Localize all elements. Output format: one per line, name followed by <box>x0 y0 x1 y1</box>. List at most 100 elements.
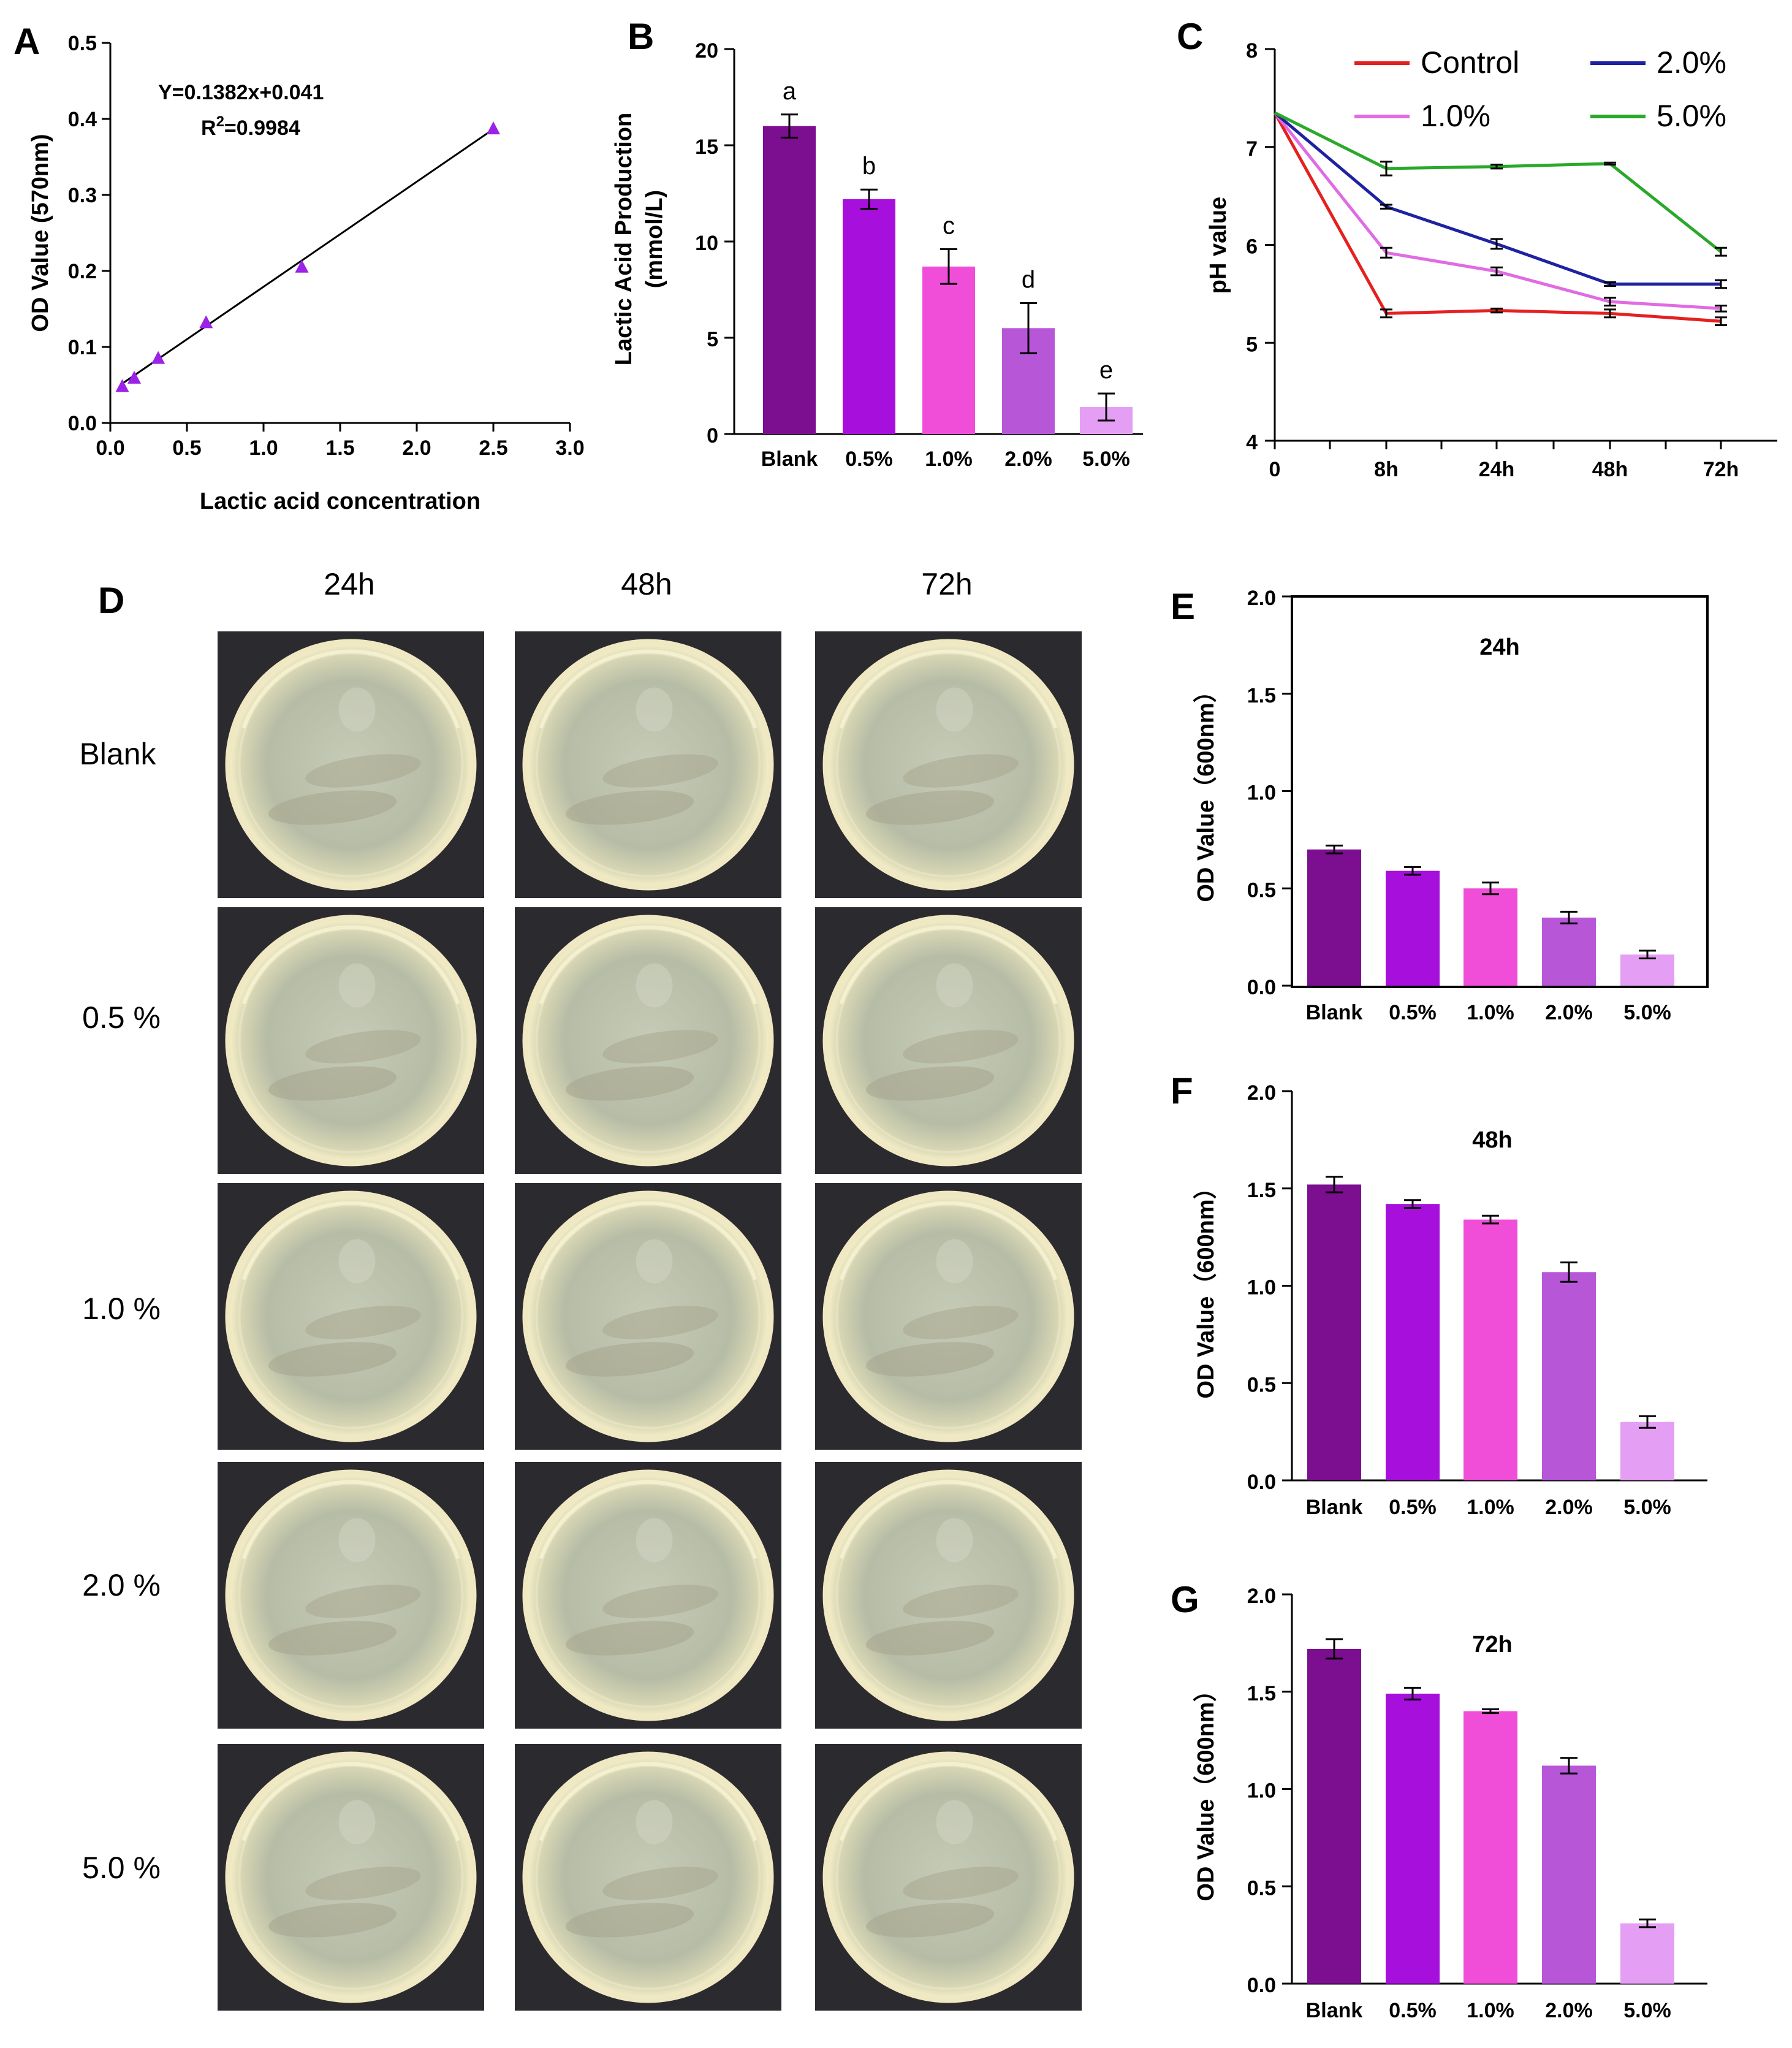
chart-f-title: 48h <box>1472 1127 1512 1153</box>
plate-row-label-5-0: 5.0 % <box>82 1851 161 1885</box>
plate-highlight <box>539 649 757 729</box>
plate-reflection <box>338 963 376 1008</box>
chart-e: 0.0 0.5 1.0 1.5 2.0 Blank 0.5% 1.0% 2.0% 5.0% 24… <box>1193 587 1709 1024</box>
plate-reflection <box>566 790 694 825</box>
chart-a-x-tick-label: 0.5 <box>172 436 201 460</box>
chart-b-bars: a Blank b 0.5% c 1.0% d 2.0% e 5.0% <box>761 78 1133 471</box>
chart-f-y-label: OD Value（600nm） <box>1193 1176 1219 1398</box>
chart-b-x-tick-label: 0.5% <box>845 447 893 471</box>
chart-c-y-ticks: 4 5 6 7 8 <box>1246 39 1275 454</box>
chart-f-x-tick-label: 2.0% <box>1545 1496 1593 1519</box>
chart-b-y-tick-label: 20 <box>695 39 718 63</box>
chart-a-y-label: OD Value (570nm) <box>28 134 53 332</box>
chart-a-r2: R2=0.9984 <box>201 113 300 140</box>
chart-b-significance-letter: b <box>862 153 876 180</box>
plate-reflection <box>338 687 376 732</box>
chart-f-bar <box>1542 1272 1596 1480</box>
plate-highlight <box>839 1762 1058 1841</box>
chart-b-y-ticks: 0 5 10 15 20 <box>695 39 734 447</box>
plate-reflection <box>636 1800 673 1844</box>
plate-reflection <box>936 963 973 1008</box>
chart-c-y-tick-label: 4 <box>1246 431 1258 454</box>
chart-b: 0 5 10 15 20 a Blank b 0.5% c 1.0% d 2.0% e 5.0% Lact… <box>611 39 1143 471</box>
chart-e-x-tick-label: 1.0% <box>1467 1001 1514 1024</box>
plate-reflection <box>866 1066 994 1101</box>
chart-c-legend-label: 5.0% <box>1657 99 1726 133</box>
chart-c-series-line <box>1273 112 1722 323</box>
chart-c-x-tick-label: 24h <box>1479 458 1515 481</box>
chart-c-y-label: pH value <box>1205 197 1231 294</box>
plate-highlight <box>539 1201 757 1281</box>
plate-highlight <box>839 925 1058 1005</box>
plate-time-label-24h: 24h <box>324 567 374 601</box>
chart-e-y-ticks: 0.0 0.5 1.0 1.5 2.0 <box>1247 587 1292 999</box>
plate-highlight <box>839 1201 1058 1281</box>
chart-f-y-tick-label: 1.0 <box>1247 1276 1276 1300</box>
plate-highlight <box>241 1762 460 1841</box>
chart-a-point <box>151 351 165 364</box>
chart-e-x-tick-label: 2.0% <box>1545 1001 1593 1024</box>
chart-e-y-tick-label: 1.5 <box>1247 684 1276 707</box>
chart-b-y-tick-label: 0 <box>707 424 718 447</box>
chart-b-y-tick-label: 10 <box>695 232 718 255</box>
chart-c-y-tick-label: 7 <box>1246 137 1258 161</box>
plate-highlight <box>539 925 757 1005</box>
chart-c-legend-label: Control <box>1421 45 1519 80</box>
chart-a-r2-sup: 2 <box>216 113 224 130</box>
plate-reflection <box>268 790 397 825</box>
chart-g-x-tick-label: 5.0% <box>1623 1999 1671 2022</box>
chart-e-y-tick-label: 1.0 <box>1247 782 1276 805</box>
panel-label-a: A <box>13 21 40 62</box>
chart-a-point <box>127 370 141 384</box>
chart-e-bar <box>1307 849 1361 986</box>
chart-b-bar <box>922 266 975 434</box>
plate-reflection <box>866 790 994 825</box>
plate-reflection <box>338 1518 376 1563</box>
plate-reflection <box>936 1800 973 1844</box>
chart-e-bar <box>1620 954 1674 986</box>
chart-a-x-label: Lactic acid concentration <box>200 489 480 514</box>
plate-reflection <box>602 754 718 788</box>
chart-e-bar <box>1542 917 1596 986</box>
chart-g-y-label: OD Value（600nm） <box>1193 1678 1219 1901</box>
plate-reflection <box>305 1585 421 1618</box>
chart-e-bar <box>1386 870 1440 986</box>
chart-a-y-tick-label: 0.4 <box>68 108 97 131</box>
chart-a-fit-line <box>121 128 494 385</box>
chart-c-y-tick-label: 5 <box>1246 333 1258 356</box>
chart-c-legend-label: 2.0% <box>1657 45 1726 80</box>
chart-f-x-tick-label: 1.0% <box>1467 1496 1514 1519</box>
plate-reflection <box>866 1903 994 1938</box>
chart-b-bar <box>763 126 816 434</box>
chart-a: 0.0 0.5 1.0 1.5 2.0 2.5 3.0 0.0 0.1 0.2 0.3 0.4 0.5… <box>28 32 585 514</box>
chart-a-y-tick-label: 0.0 <box>68 412 97 435</box>
chart-c-series-line <box>1274 112 1722 310</box>
plate-reflection <box>903 1585 1019 1618</box>
chart-c-legend: Control 1.0% 2.0% 5.0% <box>1354 45 1726 133</box>
plate-highlight <box>839 1480 1058 1559</box>
chart-e-y-label: OD Value（600nm） <box>1193 679 1219 902</box>
plate-time-label-72h: 72h <box>921 567 972 601</box>
plate-highlight <box>539 1480 757 1559</box>
chart-g-y-tick-label: 0.0 <box>1247 1974 1276 1997</box>
chart-g-bar <box>1386 1693 1440 1984</box>
chart-b-x-tick-label: 5.0% <box>1082 447 1130 471</box>
chart-f-y-ticks: 0.0 0.5 1.0 1.5 2.0 <box>1247 1081 1292 1494</box>
plate-highlight <box>241 649 460 729</box>
chart-e-title: 24h <box>1479 634 1519 660</box>
chart-g-x-tick-label: 0.5% <box>1389 1999 1437 2022</box>
chart-a-x-tick-label: 2.0 <box>402 436 431 460</box>
plate-reflection <box>936 1518 973 1563</box>
chart-c-lines <box>1273 111 1727 326</box>
chart-g-y-ticks: 0.0 0.5 1.0 1.5 2.0 <box>1247 1585 1292 1997</box>
chart-e-x-tick-label: 0.5% <box>1389 1001 1437 1024</box>
plate-reflection <box>566 1621 694 1656</box>
plate-reflection <box>866 1342 994 1377</box>
chart-f: 0.0 0.5 1.0 1.5 2.0 Blank 0.5% 1.0% 2.0% 5.0% 48… <box>1193 1081 1707 1519</box>
chart-a-y-tick-label: 0.2 <box>68 260 97 283</box>
chart-a-x-tick-label: 2.5 <box>479 436 507 460</box>
plate-reflection <box>305 1867 421 1900</box>
chart-a-r2-label: R <box>201 116 216 140</box>
chart-e-x-tick-label: Blank <box>1306 1001 1363 1024</box>
